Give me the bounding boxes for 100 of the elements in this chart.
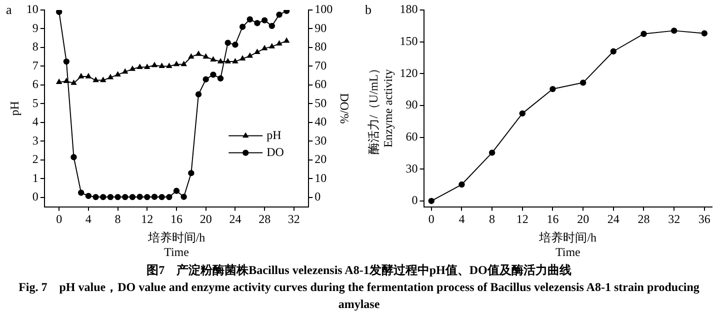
point bbox=[247, 52, 253, 58]
point bbox=[210, 72, 216, 78]
point bbox=[225, 58, 231, 64]
point bbox=[108, 74, 114, 80]
x-tick-label: 32 bbox=[668, 212, 680, 226]
y2-tick-label: 70 bbox=[314, 58, 327, 72]
x-tick-label: 16 bbox=[170, 212, 182, 226]
y-tick-label: 9 bbox=[32, 20, 38, 35]
x-tick-label: 8 bbox=[114, 212, 121, 226]
y-tick-label: 4 bbox=[32, 114, 38, 129]
point bbox=[130, 66, 136, 71]
y-tick-label: 180 bbox=[400, 2, 418, 16]
x-tick-label: 0 bbox=[428, 212, 434, 226]
point bbox=[174, 61, 180, 66]
point bbox=[166, 63, 172, 68]
point bbox=[78, 73, 84, 78]
point bbox=[100, 194, 106, 200]
point bbox=[240, 56, 246, 61]
y-tick-label: 2 bbox=[32, 152, 38, 166]
point bbox=[232, 42, 238, 48]
x-tick-label: 0 bbox=[56, 212, 62, 226]
y2-axis-title: DO/% bbox=[338, 93, 352, 124]
y2-tick-label: 0 bbox=[314, 190, 321, 204]
point bbox=[56, 10, 62, 15]
y-tick-label: 8 bbox=[32, 40, 38, 54]
legend-label: DO bbox=[266, 144, 284, 159]
point bbox=[217, 75, 224, 82]
point bbox=[610, 48, 617, 54]
y-axis-title: 酶活力/（U/mL） Enzyme activity bbox=[366, 62, 395, 154]
y-tick-label: 3 bbox=[32, 133, 38, 148]
y2-tick-label: 90 bbox=[314, 20, 327, 35]
x-tick-label: 16 bbox=[546, 212, 559, 226]
y-tick-label: 5 bbox=[32, 96, 38, 110]
point bbox=[122, 194, 128, 200]
point bbox=[92, 194, 99, 200]
x-tick-label: 12 bbox=[516, 212, 528, 226]
point bbox=[166, 194, 172, 200]
x-tick-label: 32 bbox=[288, 212, 300, 226]
point bbox=[122, 68, 128, 74]
text: b bbox=[365, 2, 372, 17]
y-tick-label: 90 bbox=[406, 98, 418, 112]
legend-label: pH bbox=[266, 128, 282, 142]
point bbox=[232, 58, 238, 64]
point bbox=[71, 80, 77, 85]
point bbox=[284, 38, 290, 43]
point bbox=[129, 194, 136, 200]
point bbox=[181, 61, 187, 66]
point bbox=[640, 30, 647, 37]
y2-tick-label: 30 bbox=[314, 133, 327, 148]
y-tick-label: 60 bbox=[406, 129, 418, 144]
point bbox=[70, 154, 77, 160]
point bbox=[85, 192, 92, 200]
y2-tick-label: 80 bbox=[314, 40, 327, 54]
caption: Fig. 7 pH value，DO value and enzyme activity curves during the fermentation process of Bacillus velezensis A8-1 strain producing amylase bbox=[18, 279, 700, 313]
point bbox=[210, 56, 216, 62]
y-tick-label: 120 bbox=[400, 66, 418, 80]
point bbox=[670, 28, 678, 34]
point bbox=[580, 80, 586, 86]
point bbox=[173, 188, 180, 194]
y-tick-label: 10 bbox=[26, 2, 38, 16]
point bbox=[428, 198, 434, 204]
point bbox=[203, 54, 209, 59]
point bbox=[100, 77, 106, 82]
point bbox=[115, 72, 121, 76]
point bbox=[261, 17, 268, 24]
y-tick-label: 0 bbox=[412, 193, 418, 208]
x-tick-label: 36 bbox=[698, 212, 710, 226]
point bbox=[151, 194, 158, 200]
point bbox=[519, 110, 526, 117]
point bbox=[458, 181, 465, 188]
y2-tick-label: 100 bbox=[314, 2, 333, 16]
caption: 图7 产淀粉酶菌株Bacillus velezensis A8-1发酵过程中pH值、DO值及酶活力曲线 bbox=[146, 262, 572, 279]
x-tick-label: 24 bbox=[229, 212, 242, 226]
x-axis-title: 培养时间/h Time bbox=[146, 230, 206, 259]
y2-tick-label: 20 bbox=[314, 152, 327, 166]
point bbox=[224, 40, 231, 46]
point bbox=[64, 78, 70, 84]
point bbox=[701, 30, 708, 36]
point bbox=[276, 40, 282, 46]
point bbox=[158, 194, 165, 200]
point bbox=[78, 190, 84, 196]
y-tick-label: 150 bbox=[400, 34, 418, 48]
point bbox=[276, 12, 282, 18]
point bbox=[268, 22, 276, 30]
point bbox=[180, 194, 187, 200]
point bbox=[239, 24, 246, 30]
y2-tick-label: 50 bbox=[314, 96, 327, 110]
point bbox=[144, 64, 150, 69]
x-tick-label: 4 bbox=[458, 212, 465, 226]
y2-tick-label: 60 bbox=[314, 77, 327, 92]
y-tick-label: 7 bbox=[32, 58, 38, 72]
x-tick-label: 24 bbox=[607, 212, 620, 226]
point bbox=[159, 63, 165, 68]
point bbox=[550, 86, 556, 92]
y-axis-title: pH bbox=[7, 100, 22, 116]
point bbox=[136, 194, 143, 200]
y2-tick-label: 10 bbox=[314, 170, 327, 185]
point bbox=[56, 79, 62, 84]
point bbox=[269, 43, 275, 48]
point bbox=[254, 49, 260, 54]
